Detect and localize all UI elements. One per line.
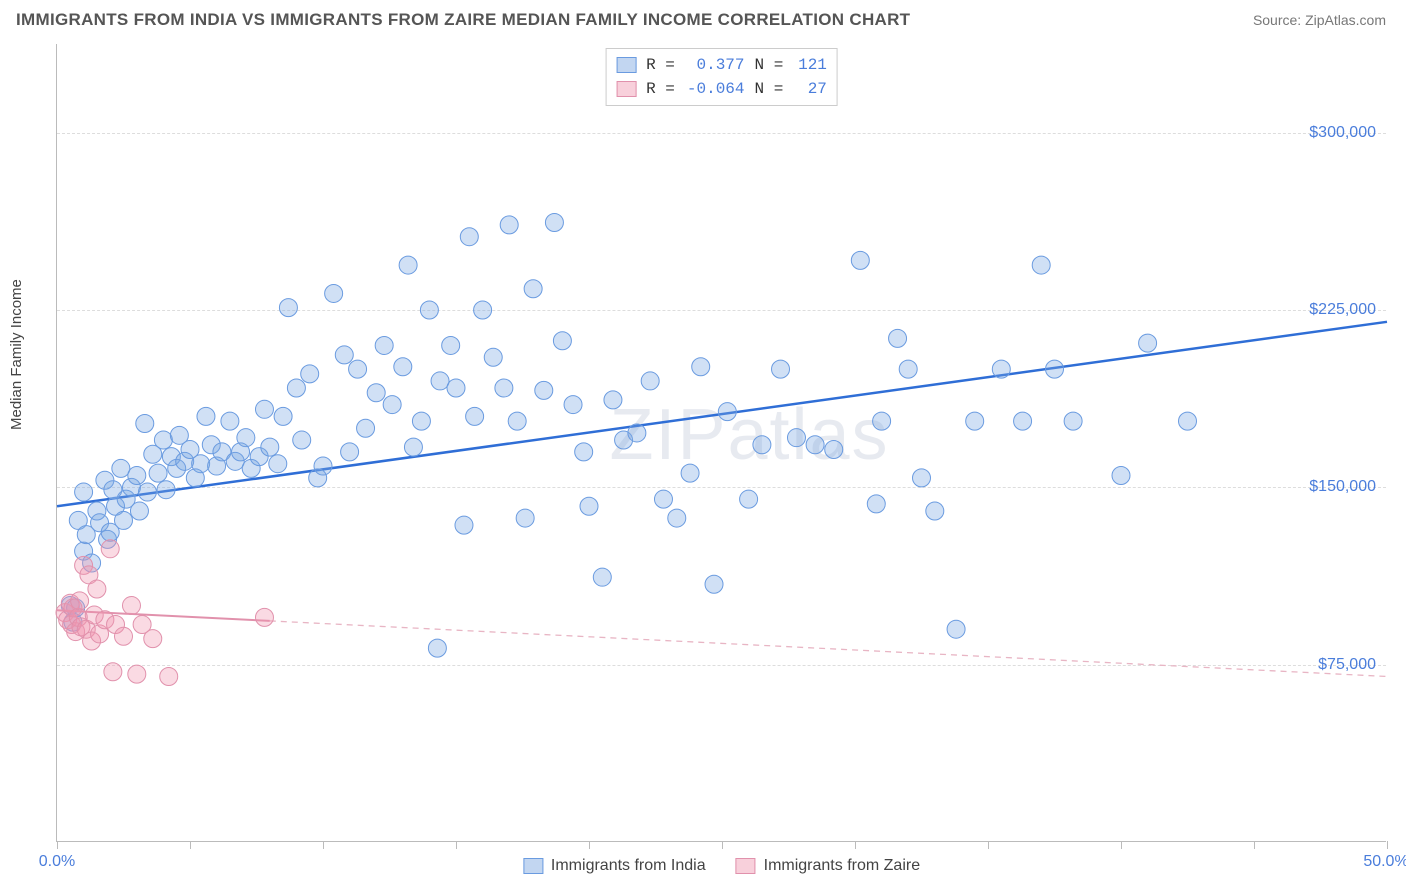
swatch-pink-icon bbox=[616, 81, 636, 97]
legend: Immigrants from India Immigrants from Za… bbox=[523, 857, 920, 875]
x-tick bbox=[456, 841, 457, 849]
x-tick bbox=[1387, 841, 1388, 849]
y-axis-label: Median Family Income bbox=[8, 279, 25, 430]
r-value-zaire: -0.064 bbox=[685, 80, 745, 98]
legend-item-zaire: Immigrants from Zaire bbox=[736, 857, 920, 875]
n-value-zaire: 27 bbox=[793, 80, 827, 98]
x-tick-label-max: 50.0% bbox=[1363, 853, 1406, 871]
x-tick bbox=[57, 841, 58, 849]
x-tick-label-min: 0.0% bbox=[39, 853, 75, 871]
x-tick bbox=[589, 841, 590, 849]
x-tick bbox=[722, 841, 723, 849]
swatch-pink-icon bbox=[736, 858, 756, 874]
source-label: Source: ZipAtlas.com bbox=[1253, 12, 1386, 28]
legend-label-zaire: Immigrants from Zaire bbox=[764, 857, 920, 875]
stats-row-india: R = 0.377 N = 121 bbox=[616, 53, 827, 77]
legend-label-india: Immigrants from India bbox=[551, 857, 706, 875]
scatter-plot bbox=[57, 44, 1386, 841]
stats-row-zaire: R = -0.064 N = 27 bbox=[616, 77, 827, 101]
stats-box: R = 0.377 N = 121 R = -0.064 N = 27 bbox=[605, 48, 838, 106]
x-tick bbox=[855, 841, 856, 849]
title-bar: IMMIGRANTS FROM INDIA VS IMMIGRANTS FROM… bbox=[0, 0, 1406, 36]
x-tick bbox=[323, 841, 324, 849]
legend-item-india: Immigrants from India bbox=[523, 857, 706, 875]
x-tick bbox=[1254, 841, 1255, 849]
chart-title: IMMIGRANTS FROM INDIA VS IMMIGRANTS FROM… bbox=[16, 10, 910, 30]
swatch-blue-icon bbox=[616, 57, 636, 73]
chart-area: ZIPatlas $75,000$150,000$225,000$300,000… bbox=[56, 44, 1386, 842]
x-tick bbox=[190, 841, 191, 849]
x-tick bbox=[988, 841, 989, 849]
n-value-india: 121 bbox=[793, 56, 827, 74]
x-tick bbox=[1121, 841, 1122, 849]
r-value-india: 0.377 bbox=[685, 56, 745, 74]
swatch-blue-icon bbox=[523, 858, 543, 874]
